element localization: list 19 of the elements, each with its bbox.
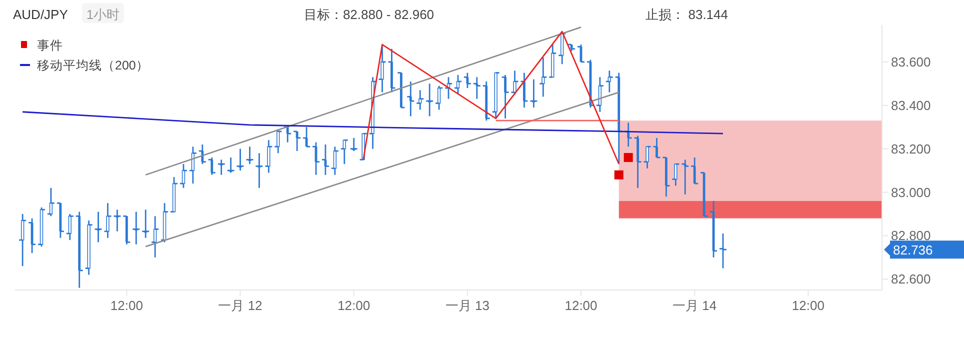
text: 止损： 83.144 — [646, 7, 728, 22]
chart-subtitle: 1小时 — [86, 7, 120, 22]
legend-label: 事件 — [37, 38, 63, 52]
x-tick-label: 12:00 — [110, 298, 143, 313]
x-tick-label: 一月 13 — [445, 298, 490, 313]
text: 目标：82.880 - 82.960 — [304, 7, 434, 22]
x-tick-label: 一月 14 — [672, 298, 717, 313]
legend-label: 移动平均线（200） — [37, 58, 149, 72]
x-tick-label: 12:00 — [792, 298, 824, 313]
x-tick-label: 12:00 — [564, 298, 598, 313]
y-tick-label: 82.800 — [891, 228, 931, 244]
chart-title: AUD/JPY — [13, 7, 68, 22]
x-tick-label: 12:00 — [338, 298, 370, 313]
x-tick-label: 一月 12 — [218, 298, 262, 313]
y-tick-label: 83.200 — [891, 141, 931, 156]
y-tick-label: 83.400 — [891, 98, 931, 113]
y-tick-label: 83.000 — [891, 184, 931, 200]
y-tick-label: 83.600 — [891, 54, 931, 70]
y-tick-label: 82.600 — [891, 272, 931, 287]
